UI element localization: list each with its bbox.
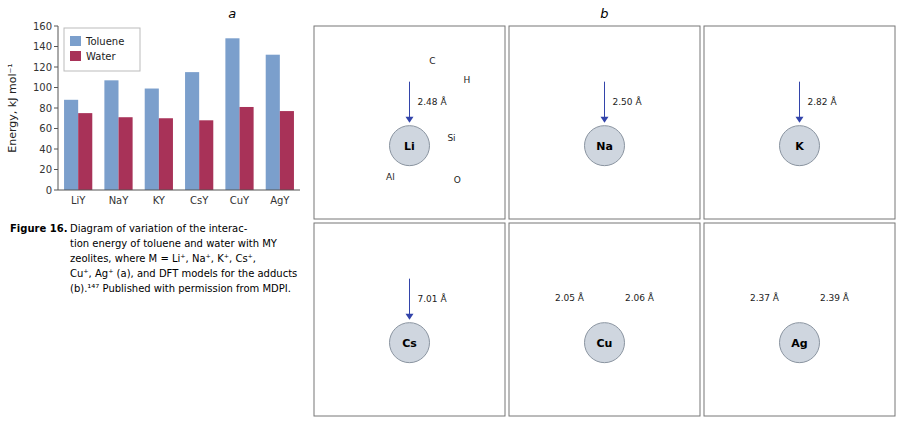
model-panel: Cs 7.01 Å: [314, 223, 505, 416]
x-tick-label: LiY: [71, 195, 86, 206]
y-tick-label: 20: [39, 164, 52, 175]
y-tick: [54, 190, 58, 191]
caption-line: zeolites, where M = Li⁺, Na⁺, K⁺, Cs⁺,: [70, 253, 256, 264]
legend-frame: [64, 28, 140, 71]
legend-swatch: [70, 51, 81, 61]
ion-label: Li: [404, 140, 415, 153]
ion-label: Na: [596, 140, 613, 153]
caption-bold: Figure 16.: [10, 223, 67, 234]
x-tick-label: CsY: [190, 195, 209, 206]
model-frame: [509, 26, 700, 219]
atom-label: Si: [447, 133, 455, 143]
ion-sphere: [585, 323, 625, 363]
bar: [104, 80, 118, 190]
bond-arrow: [799, 82, 800, 118]
bond-arrow: [409, 279, 410, 315]
y-tick-label: 80: [39, 103, 52, 114]
model-panel: K 2.82 Å: [704, 26, 895, 219]
model-panel: Cu 2.05 Å 2.06 Å: [509, 223, 700, 416]
bond-arrowhead: [406, 117, 414, 123]
y-tick: [54, 67, 58, 68]
ion-sphere: [780, 126, 820, 166]
bar: [280, 111, 294, 190]
model-panel: Na 2.50 Å: [509, 26, 700, 219]
x-tick-label: NaY: [109, 195, 130, 206]
x-tick-label: AgY: [270, 195, 290, 206]
y-tick: [54, 128, 58, 129]
model-frame: [704, 223, 895, 416]
ion-sphere: [585, 126, 625, 166]
y-tick-label: 100: [33, 82, 52, 93]
legend-label: Water: [86, 51, 116, 62]
bar: [145, 89, 159, 190]
legend-label: Toluene: [85, 36, 124, 47]
model-panel: Li 2.48 Å C H Si Al O: [314, 26, 505, 219]
bond-arrowhead: [796, 117, 804, 123]
caption-line: tion energy of toluene and water with MY: [70, 238, 278, 249]
atom-label: C: [429, 56, 435, 66]
model-panel: Ag 2.37 Å 2.39 Å: [704, 223, 895, 416]
bond-label: 2.39 Å: [820, 292, 850, 303]
ion-label: Cs: [402, 337, 417, 350]
atom-label: H: [463, 75, 470, 85]
bar: [225, 38, 239, 190]
model-frame: [314, 223, 505, 416]
bond-label: 7.01 Å: [418, 293, 448, 304]
y-tick-label: 160: [33, 21, 52, 32]
model-frame: [704, 26, 895, 219]
x-tick-label: KY: [153, 195, 166, 206]
bond-label: 2.37 Å: [750, 292, 780, 303]
model-frame: [509, 223, 700, 416]
bond-label: 2.82 Å: [808, 96, 838, 107]
bond-label: 2.05 Å: [555, 292, 585, 303]
y-tick: [54, 169, 58, 170]
panel-label: b: [600, 6, 608, 21]
caption: Diagram of variation of the interac-tion…: [70, 223, 297, 294]
bond-label: 2.06 Å: [625, 292, 655, 303]
bar: [240, 107, 254, 190]
bond-arrow: [604, 82, 605, 118]
bond-arrowhead: [601, 117, 609, 123]
y-tick-label: 40: [39, 144, 52, 155]
bond-label: 2.50 Å: [613, 96, 643, 107]
caption-line: (b).¹⁴⁷ Published with permission from M…: [70, 283, 291, 294]
ion-label: Cu: [597, 337, 613, 350]
bond-arrow: [409, 82, 410, 118]
caption-line: Diagram of variation of the interac-: [70, 223, 248, 234]
ion-label: K: [795, 140, 804, 153]
ion-sphere: [780, 323, 820, 363]
bar: [266, 55, 280, 190]
y-tick: [54, 108, 58, 109]
bar: [185, 72, 199, 190]
y-tick: [54, 46, 58, 47]
y-tick-label: 0: [46, 185, 52, 196]
caption-line: Cu⁺, Ag⁺ (a), and DFT models for the add…: [70, 268, 297, 279]
y-tick-label: 140: [33, 41, 52, 52]
y-axis-label: Energy, kJ mol⁻¹: [6, 63, 19, 152]
panel-label: a: [228, 6, 236, 21]
y-tick: [54, 149, 58, 150]
atom-label: O: [454, 175, 461, 185]
legend: Toluene Water: [64, 28, 140, 71]
y-tick-label: 60: [39, 123, 52, 134]
y-tick: [54, 87, 58, 88]
y-tick-label: 120: [33, 62, 52, 73]
model-frame: [314, 26, 505, 219]
ion-label: Ag: [791, 337, 807, 350]
x-tick-label: CuY: [230, 195, 250, 206]
y-tick: [54, 26, 58, 27]
x-axis: [58, 190, 300, 191]
atom-label: Al: [386, 172, 395, 182]
ion-sphere: [390, 323, 430, 363]
bond-arrowhead: [406, 314, 414, 320]
bond-label: 2.48 Å: [418, 96, 448, 107]
bar: [64, 100, 78, 190]
bar: [159, 118, 173, 190]
bar: [78, 113, 92, 190]
ion-sphere: [390, 126, 430, 166]
bar: [119, 117, 133, 190]
bar: [199, 120, 213, 190]
bars: [64, 38, 294, 190]
legend-swatch: [70, 36, 81, 46]
